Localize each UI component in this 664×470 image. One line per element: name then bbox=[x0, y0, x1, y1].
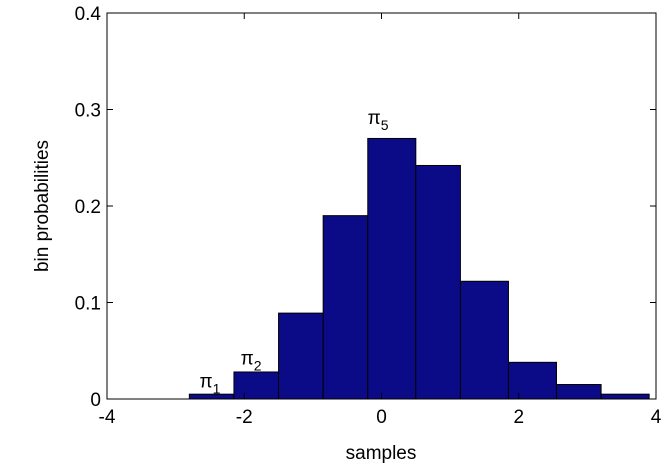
x-tick-label-4: 4 bbox=[651, 407, 662, 428]
x-tick-label-0: -4 bbox=[99, 407, 116, 428]
x-axis-label: samples bbox=[346, 443, 417, 464]
y-axis-label: bin probabilities bbox=[32, 140, 53, 272]
y-tick-label-3: 0.3 bbox=[75, 101, 101, 122]
bin-annotation-2: π2 bbox=[241, 348, 262, 373]
bars-group bbox=[188, 137, 650, 400]
bin-annotations: π1 π2 π5 bbox=[199, 108, 388, 396]
bar-2 bbox=[233, 371, 280, 400]
x-tick-label-3: 2 bbox=[513, 407, 524, 428]
bar-3 bbox=[278, 312, 324, 400]
x-tick-label-2: 0 bbox=[376, 407, 387, 428]
y-tick-label-1: 0.1 bbox=[75, 294, 101, 315]
y-tick-label-2: 0.2 bbox=[75, 197, 101, 218]
y-axis-ticks: 0 0.1 0.2 0.3 0.4 bbox=[75, 4, 656, 411]
y-tick-label-4: 0.4 bbox=[75, 4, 102, 25]
x-tick-label-1: -2 bbox=[236, 407, 253, 428]
bar-6 bbox=[415, 164, 461, 400]
x-axis-ticks: -4 -2 0 2 4 bbox=[99, 13, 662, 428]
bar-5 bbox=[367, 137, 417, 400]
bar-4 bbox=[322, 215, 369, 400]
bar-9 bbox=[555, 384, 602, 400]
bin-annotation-1: π1 bbox=[199, 371, 220, 396]
bar-7 bbox=[459, 280, 509, 400]
bin-annotation-5: π5 bbox=[368, 108, 389, 133]
bar-8 bbox=[507, 361, 557, 400]
y-tick-label-0: 0 bbox=[90, 390, 101, 411]
bar-10 bbox=[600, 393, 650, 400]
